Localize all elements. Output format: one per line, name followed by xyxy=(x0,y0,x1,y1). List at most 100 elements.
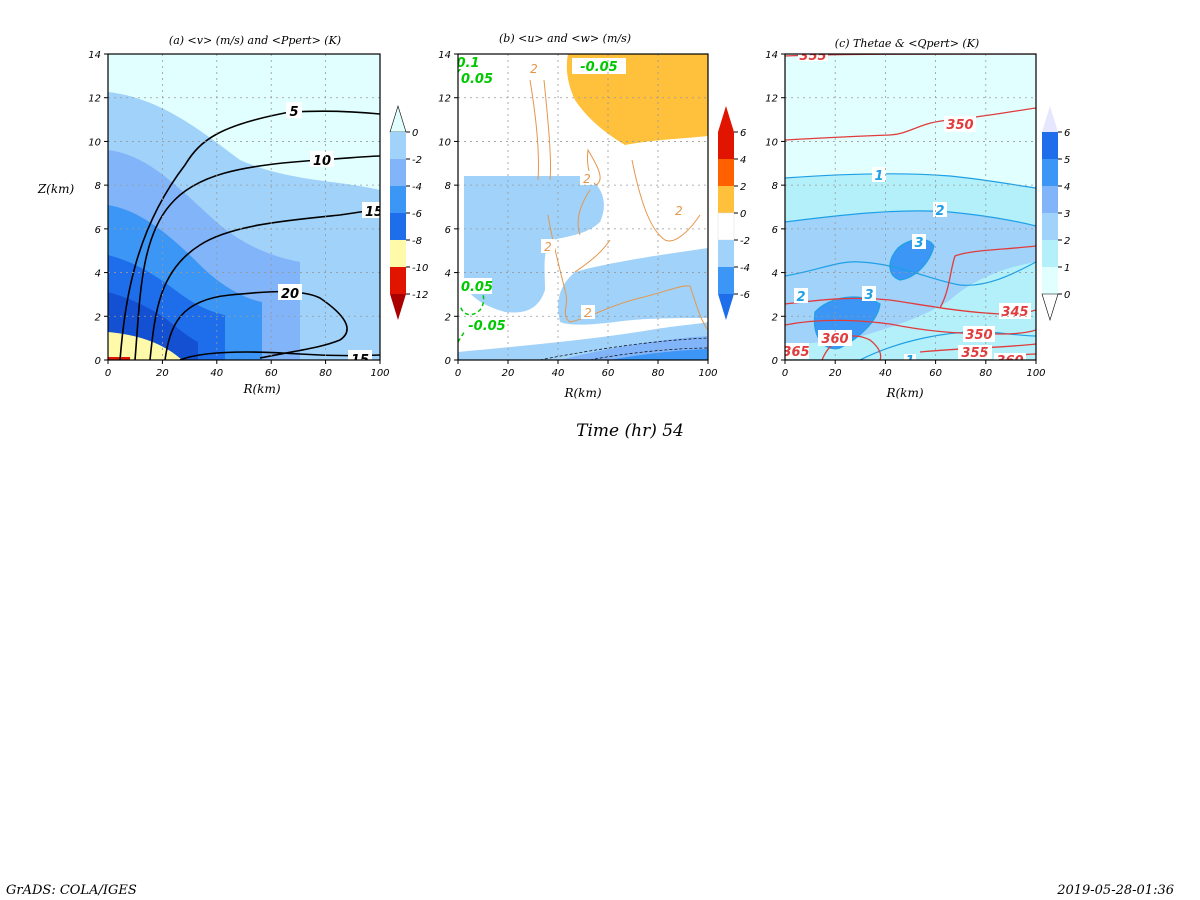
panel-b-clabel-u-3: 2 xyxy=(675,204,683,218)
panel-c-contour-q1 xyxy=(785,173,1036,189)
panel-a-clabel-15-lower: 15 xyxy=(351,353,369,368)
panel-c-clabel-350-lower: 350 xyxy=(965,328,992,343)
panel-c-clabel-q3-lower: 3 xyxy=(864,288,873,303)
colorbar-label: -12 xyxy=(412,290,428,301)
panel-b-contour-dashed-1 xyxy=(539,337,708,360)
panel-a-contour-10 xyxy=(134,155,380,360)
colorbar-label: -4 xyxy=(740,263,750,274)
y-tick-label: 14 xyxy=(765,50,778,61)
x-tick-label: 60 xyxy=(929,368,942,379)
y-tick-label: 6 xyxy=(95,225,101,236)
panel-a-contour-5 xyxy=(119,110,380,360)
y-tick-label: 10 xyxy=(765,137,778,148)
footer-left: GrADS: COLA/IGES xyxy=(6,883,137,898)
panel-b-clabel-w-3: 0.1 xyxy=(456,56,479,71)
colorbar-label: 5 xyxy=(1064,155,1070,166)
y-tick-label: 4 xyxy=(772,269,778,280)
panel-c-clabel-345: 345 xyxy=(1001,305,1028,320)
panel-c-contour-350 xyxy=(785,107,1036,141)
colorbar-label: 0 xyxy=(1064,290,1070,301)
panel-c-clabel-360: 360 xyxy=(821,332,848,347)
panel-a-clabel-5: 5 xyxy=(289,105,298,120)
colorbar-label: 2 xyxy=(740,182,746,193)
panel-b-contour-orange-4 xyxy=(631,159,701,242)
panel-c-clabel-q1: 1 xyxy=(874,169,883,184)
panel-c-clabel-q1-lower: 1 xyxy=(905,354,914,369)
y-tick-label: 10 xyxy=(88,137,101,148)
x-tick-label: 60 xyxy=(265,368,278,379)
panel-c-contour-345-upper xyxy=(939,245,1036,309)
panel-b-clabel-w-5: -0.05 xyxy=(468,319,505,334)
x-tick-label: 100 xyxy=(370,368,389,379)
x-tick-label: 80 xyxy=(319,368,332,379)
panel-c-contour-350-lower xyxy=(785,319,1036,335)
colorbar-label: 3 xyxy=(1064,209,1070,220)
panel-b-frame xyxy=(457,53,709,361)
panel-c-frame xyxy=(784,53,1037,361)
panel-a-clabel-15-upper: 15 xyxy=(365,205,383,220)
y-tick-label: 2 xyxy=(772,312,778,323)
y-tick-label: 0 xyxy=(95,356,101,367)
y-tick-label: 8 xyxy=(772,181,778,192)
panel-a-frame xyxy=(107,53,381,361)
colorbar-label: -6 xyxy=(412,209,422,220)
y-tick-label: 12 xyxy=(88,94,101,105)
footer-right: 2019-05-28-01:36 xyxy=(1056,883,1174,898)
x-tick-label: 100 xyxy=(1026,368,1045,379)
panel-c-clabel-355: 355 xyxy=(799,49,826,64)
colorbar-label: -8 xyxy=(412,236,422,247)
y-tick-label: 8 xyxy=(445,181,451,192)
colorbar-label: 0 xyxy=(740,209,746,220)
colorbar-label: 0 xyxy=(412,128,418,139)
panel-b: (b) <u> and <w> (m/s) xyxy=(438,32,750,400)
panel-b-colorbar: 6 4 2 0 -2 -4 -6 xyxy=(717,106,750,320)
panel-a-clabel-10: 10 xyxy=(313,154,331,169)
panel-b-clabel-w-4: 0.05 xyxy=(461,280,493,295)
time-label: Time (hr) 54 xyxy=(576,421,684,441)
panel-c-clabel-350: 350 xyxy=(946,118,973,133)
colorbar-label: 1 xyxy=(1064,263,1070,274)
y-tick-label: 2 xyxy=(95,312,101,323)
panel-c-colorbar: 6 5 4 3 2 1 0 xyxy=(1041,106,1070,322)
x-tick-label: 80 xyxy=(652,368,665,379)
y-tick-label: 12 xyxy=(438,94,451,105)
x-tick-label: 80 xyxy=(979,368,992,379)
y-tick-label: 12 xyxy=(765,94,778,105)
x-tick-label: 0 xyxy=(455,368,461,379)
colorbar-label: -6 xyxy=(740,290,750,301)
panel-c-clabel-q3-upper: 3 xyxy=(914,236,923,251)
panel-b-axis-ticks: 0 20 40 60 80 100 0 2 4 6 8 10 12 14 xyxy=(438,50,717,379)
x-tick-label: 20 xyxy=(156,368,169,379)
x-tick-label: 100 xyxy=(698,368,717,379)
panel-b-clabel-u-5: 2 xyxy=(584,306,592,320)
panel-b-contour-green-2 xyxy=(459,279,485,316)
y-tick-label: 14 xyxy=(438,50,451,61)
colorbar-label: -2 xyxy=(412,155,422,166)
colorbar-label: 2 xyxy=(1064,236,1070,247)
y-tick-label: 0 xyxy=(772,356,778,367)
panel-a-ylabel: Z(km) xyxy=(37,182,75,196)
panel-b-shade-neg-low3 xyxy=(610,349,708,360)
panel-c: (c) Thetae & <Qpert> (K) xyxy=(765,37,1070,400)
colorbar-label: 4 xyxy=(1064,182,1070,193)
y-tick-label: 10 xyxy=(438,137,451,148)
x-tick-label: 0 xyxy=(105,368,111,379)
panel-c-shade-3-4-upper xyxy=(889,239,934,280)
panel-b-title: (b) <u> and <w> (m/s) xyxy=(499,32,631,45)
y-tick-label: 14 xyxy=(88,50,101,61)
panel-b-contour-orange-1 xyxy=(529,79,552,181)
colorbar-label: 6 xyxy=(1064,128,1070,139)
colorbar-label: -10 xyxy=(412,263,428,274)
panel-a-shade-red xyxy=(108,357,130,360)
x-tick-label: 40 xyxy=(552,368,565,379)
x-tick-label: 0 xyxy=(782,368,788,379)
x-tick-label: 60 xyxy=(602,368,615,379)
panel-a-colorbar: 0 -2 -4 -6 -8 -10 -12 xyxy=(389,104,428,320)
x-tick-label: 40 xyxy=(210,368,223,379)
panel-b-contour-orange-5 xyxy=(574,189,611,273)
panel-b-clabel-u-1: 2 xyxy=(530,62,538,76)
panel-a-xlabel: R(km) xyxy=(242,382,280,396)
panel-b-shade-neg-mid xyxy=(558,248,708,325)
panel-b-clabel-w-1: -0.05 xyxy=(580,60,617,75)
